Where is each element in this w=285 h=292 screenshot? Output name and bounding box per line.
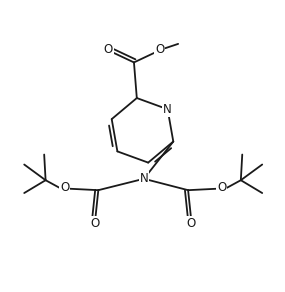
Text: O: O	[91, 217, 100, 230]
Text: O: O	[186, 217, 196, 230]
Text: O: O	[104, 43, 113, 56]
Text: O: O	[60, 181, 69, 194]
Text: O: O	[155, 43, 164, 56]
Text: N: N	[163, 103, 172, 116]
Text: N: N	[140, 172, 148, 185]
Text: O: O	[217, 181, 226, 194]
